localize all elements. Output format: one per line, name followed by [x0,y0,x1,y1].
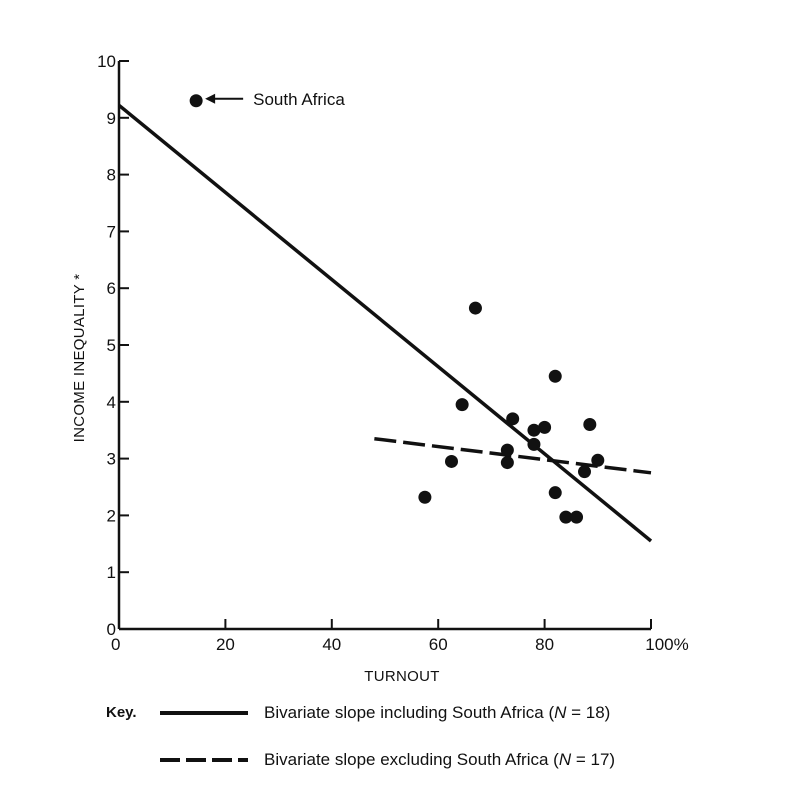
data-point [455,398,469,412]
legend-text-excluding: Bivariate slope excluding South Africa (… [264,750,616,769]
y-tick-label: 8 [107,166,116,185]
data-point [527,437,541,451]
data-point [570,510,584,524]
legend-swatch-solid [160,711,248,715]
annotations: South Africa [205,90,345,109]
y-tick-label: 5 [107,336,116,355]
scatter-chart: 0 1 2 3 4 5 6 7 8 9 10 0 20 40 60 80 100% TURNOUT INCOME I… [71,52,689,685]
data-point [548,486,562,500]
y-tick-label: 1 [107,563,116,582]
y-tick-label: 4 [107,393,116,412]
x-axis-label: TURNOUT [364,668,439,685]
data-point [445,454,458,468]
data-point [548,369,562,383]
data-point [559,510,573,524]
key-label: Key. [106,704,137,721]
x-tick-label: 100% [645,635,688,654]
legend-entry-including: Bivariate slope including South Africa (… [160,700,610,726]
data-point [527,423,541,437]
data-point [468,301,482,315]
data-point [538,420,552,434]
y-axis-label: INCOME INEQUALITY * [71,274,88,443]
data-point [418,490,432,504]
fit-lines [117,103,653,543]
data-points [189,94,605,524]
y-tick-label: 7 [107,222,116,241]
y-tick-label: 0 [107,620,116,639]
y-tick-label: 10 [97,52,116,71]
data-point [591,453,605,467]
x-tick-label: 60 [429,635,448,654]
data-point [578,465,591,479]
x-tick-label: 0 [111,635,120,654]
data-point [583,418,597,432]
fit-line-including [117,103,653,543]
data-point [500,456,514,470]
x-tick-label: 80 [535,635,554,654]
x-tick-label: 20 [216,635,235,654]
data-point [506,412,520,426]
annotation-label: South Africa [253,90,345,109]
axes: 0 1 2 3 4 5 6 7 8 9 10 0 20 40 60 80 100% TURNOUT INCOME I… [71,52,689,685]
legend-entry-excluding: Bivariate slope excluding South Africa (… [160,747,615,773]
x-tick-label: 40 [322,635,341,654]
fit-line-excluding [374,436,652,475]
y-tick-label: 3 [107,450,116,469]
annotation-arrow-head [205,93,216,104]
y-tick-label: 2 [107,506,116,525]
data-point [189,94,203,108]
legend-swatch-dashed [160,758,248,762]
legend-text-including: Bivariate slope including South Africa (… [264,703,611,722]
y-tick-label: 6 [107,279,116,298]
y-tick-label: 9 [107,109,116,128]
data-point [500,443,514,457]
